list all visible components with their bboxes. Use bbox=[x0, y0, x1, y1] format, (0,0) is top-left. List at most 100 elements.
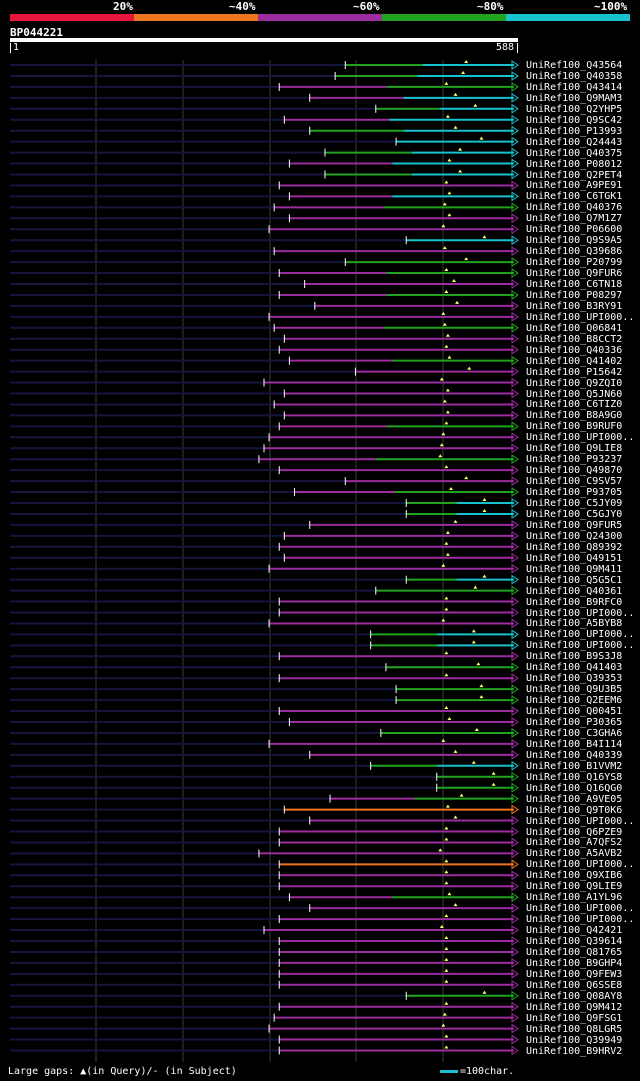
hit-label[interactable]: UniRef100_Q40358 bbox=[526, 70, 623, 82]
hit-label[interactable]: UniRef100_C5GJY0 bbox=[526, 508, 623, 520]
hit-label[interactable]: UniRef100_C6TN18 bbox=[526, 279, 623, 290]
hit-label[interactable]: UniRef100_B8CCT2 bbox=[526, 333, 623, 345]
hit-label[interactable]: UniRef100_Q40361 bbox=[526, 585, 623, 597]
hit-label[interactable]: UniRef100_A1YL96 bbox=[526, 892, 623, 904]
hit-label[interactable]: UniRef100_Q00451 bbox=[526, 706, 623, 718]
hit-label[interactable]: UniRef100_Q43564 bbox=[526, 60, 623, 71]
hit-label[interactable]: UniRef100_UPI000.. bbox=[526, 903, 635, 915]
hit-label[interactable]: UniRef100_Q8LGR5 bbox=[526, 1023, 623, 1035]
hit-label[interactable]: UniRef100_Q41403 bbox=[526, 662, 623, 674]
hit-label[interactable]: UniRef100_Q41402 bbox=[526, 355, 623, 367]
hit-label[interactable]: UniRef100_A5AVB2 bbox=[526, 848, 623, 860]
hit-label[interactable]: UniRef100_P06600 bbox=[526, 224, 623, 236]
hit-label[interactable]: UniRef100_P93705 bbox=[526, 487, 623, 499]
hit-label[interactable]: UniRef100_A7QFS2 bbox=[526, 837, 623, 849]
hit-label[interactable]: UniRef100_P93237 bbox=[526, 454, 623, 466]
hit-label[interactable]: UniRef100_C6TGK1 bbox=[526, 191, 623, 203]
hit-label[interactable]: UniRef100_Q40336 bbox=[526, 344, 623, 356]
hit-label[interactable]: UniRef100_B9RFC0 bbox=[526, 596, 623, 608]
hit-label[interactable]: UniRef100_B4I114 bbox=[526, 738, 623, 750]
hit-label[interactable]: UniRef100_Q9FEW3 bbox=[526, 968, 623, 980]
hit-label[interactable]: UniRef100_UPI000.. bbox=[526, 640, 635, 652]
hit-label[interactable]: UniRef100_Q2EEM6 bbox=[526, 695, 623, 707]
hit-label[interactable]: UniRef100_Q16YS8 bbox=[526, 771, 623, 783]
hit-label[interactable]: UniRef100_Q39353 bbox=[526, 673, 623, 685]
query-gap-marker bbox=[441, 618, 446, 622]
query-gap-marker bbox=[444, 673, 449, 677]
hit-label[interactable]: UniRef100_Q9MAM3 bbox=[526, 92, 623, 104]
hit-label[interactable]: UniRef100_A9VE05 bbox=[526, 793, 623, 805]
hit-label[interactable]: UniRef100_B9HRV2 bbox=[526, 1045, 623, 1057]
hit-label[interactable]: UniRef100_Q16QG0 bbox=[526, 782, 623, 794]
hit-label[interactable]: UniRef100_Q49151 bbox=[526, 552, 623, 564]
hit-label[interactable]: UniRef100_Q06841 bbox=[526, 322, 623, 334]
hit-label[interactable]: UniRef100_Q2PET4 bbox=[526, 169, 623, 181]
alignment-end-arrow bbox=[511, 114, 519, 125]
hit-label[interactable]: UniRef100_P08012 bbox=[526, 158, 623, 170]
hit-label[interactable]: UniRef100_UPI000.. bbox=[526, 311, 635, 323]
hit-label[interactable]: UniRef100_Q6SSE8 bbox=[526, 979, 623, 991]
hit-label[interactable]: UniRef100_P13993 bbox=[526, 125, 623, 137]
hit-label[interactable]: UniRef100_C5JY09 bbox=[526, 498, 623, 509]
hit-label[interactable]: UniRef100_Q39949 bbox=[526, 1034, 623, 1046]
hit-label[interactable]: UniRef100_B3RY91 bbox=[526, 300, 623, 312]
hit-label[interactable]: UniRef100_Q81765 bbox=[526, 946, 623, 958]
hit-label[interactable]: UniRef100_P15642 bbox=[526, 366, 623, 378]
hit-label[interactable]: UniRef100_B9RUF0 bbox=[526, 421, 623, 433]
hit-label[interactable]: UniRef100_Q40375 bbox=[526, 147, 623, 159]
hit-label[interactable]: UniRef100_Q40339 bbox=[526, 749, 623, 761]
hit-label[interactable]: UniRef100_Q9FSG1 bbox=[526, 1012, 623, 1024]
hit-label[interactable]: UniRef100_Q9FUR5 bbox=[526, 519, 623, 531]
ruler-end-tick bbox=[517, 43, 518, 53]
hit-label[interactable]: UniRef100_UPI000.. bbox=[526, 859, 635, 871]
hit-label[interactable]: UniRef100_UPI000.. bbox=[526, 629, 635, 641]
hit-label[interactable]: UniRef100_B1VVM2 bbox=[526, 760, 623, 772]
hit-label[interactable]: UniRef100_Q9S9A5 bbox=[526, 235, 623, 247]
hit-label[interactable]: UniRef100_Q40376 bbox=[526, 202, 623, 214]
hit-label[interactable]: UniRef100_Q7M1Z7 bbox=[526, 213, 623, 225]
alignment-end-arrow bbox=[511, 826, 519, 837]
hit-label[interactable]: UniRef100_P20799 bbox=[526, 257, 623, 269]
hit-label[interactable]: UniRef100_B8A9G0 bbox=[526, 410, 623, 422]
hit-label[interactable]: UniRef100_Q43414 bbox=[526, 81, 623, 93]
hit-label[interactable]: UniRef100_Q9FUR6 bbox=[526, 268, 623, 280]
hit-label[interactable]: UniRef100_Q9M411 bbox=[526, 563, 623, 575]
alignment-end-arrow bbox=[511, 717, 519, 727]
hit-label[interactable]: UniRef100_A9PE91 bbox=[526, 180, 623, 192]
hit-label[interactable]: UniRef100_A5BYB8 bbox=[526, 618, 623, 630]
hit-label[interactable]: UniRef100_Q6PZE9 bbox=[526, 826, 623, 838]
hit-label[interactable]: UniRef100_Q49870 bbox=[526, 465, 623, 477]
hit-label[interactable]: UniRef100_Q9T0K6 bbox=[526, 804, 623, 816]
alignment-end-arrow bbox=[511, 147, 519, 158]
hit-label[interactable]: UniRef100_UPI000.. bbox=[526, 815, 635, 827]
hit-label[interactable]: UniRef100_UPI000.. bbox=[526, 607, 635, 619]
hit-label[interactable]: UniRef100_Q39686 bbox=[526, 246, 623, 258]
hit-label[interactable]: UniRef100_P08297 bbox=[526, 289, 623, 301]
scale-segment-100 bbox=[506, 14, 630, 21]
hit-label[interactable]: UniRef100_Q9U3B5 bbox=[526, 684, 623, 696]
hit-label[interactable]: UniRef100_Q08AY8 bbox=[526, 990, 623, 1002]
hit-label[interactable]: UniRef100_B9GHP4 bbox=[526, 957, 623, 969]
hit-label[interactable]: UniRef100_P30365 bbox=[526, 717, 623, 728]
hit-label[interactable]: UniRef100_Q9ZQI0 bbox=[526, 377, 623, 389]
hit-label[interactable]: UniRef100_Q9XIB6 bbox=[526, 870, 623, 882]
hit-label[interactable]: UniRef100_B9S3J8 bbox=[526, 651, 623, 663]
hit-label[interactable]: UniRef100_Q9M412 bbox=[526, 1001, 623, 1013]
hit-label[interactable]: UniRef100_Q9LIE8 bbox=[526, 443, 623, 455]
hit-label[interactable]: UniRef100_Q24443 bbox=[526, 136, 623, 148]
hit-label[interactable]: UniRef100_Q9SC42 bbox=[526, 114, 623, 126]
hit-label[interactable]: UniRef100_UPI000.. bbox=[526, 914, 635, 926]
hit-label[interactable]: UniRef100_Q39614 bbox=[526, 936, 623, 947]
hit-label[interactable]: UniRef100_UPI000.. bbox=[526, 432, 635, 444]
hit-label[interactable]: UniRef100_C3GHA6 bbox=[526, 727, 623, 739]
hit-label[interactable]: UniRef100_Q5G5C1 bbox=[526, 574, 623, 586]
hit-label[interactable]: UniRef100_C9SV57 bbox=[526, 476, 623, 488]
hit-label[interactable]: UniRef100_C6TIZ0 bbox=[526, 399, 623, 411]
hit-label[interactable]: UniRef100_Q2YHP5 bbox=[526, 103, 623, 115]
hit-label[interactable]: UniRef100_Q89392 bbox=[526, 541, 623, 553]
hit-label[interactable]: UniRef100_Q24300 bbox=[526, 530, 623, 542]
hit-label[interactable]: UniRef100_Q5JN60 bbox=[526, 388, 623, 400]
hit-label[interactable]: UniRef100_Q9LIE9 bbox=[526, 881, 623, 893]
query-name: BP044221 bbox=[10, 26, 63, 39]
hit-label[interactable]: UniRef100_Q42421 bbox=[526, 925, 623, 937]
